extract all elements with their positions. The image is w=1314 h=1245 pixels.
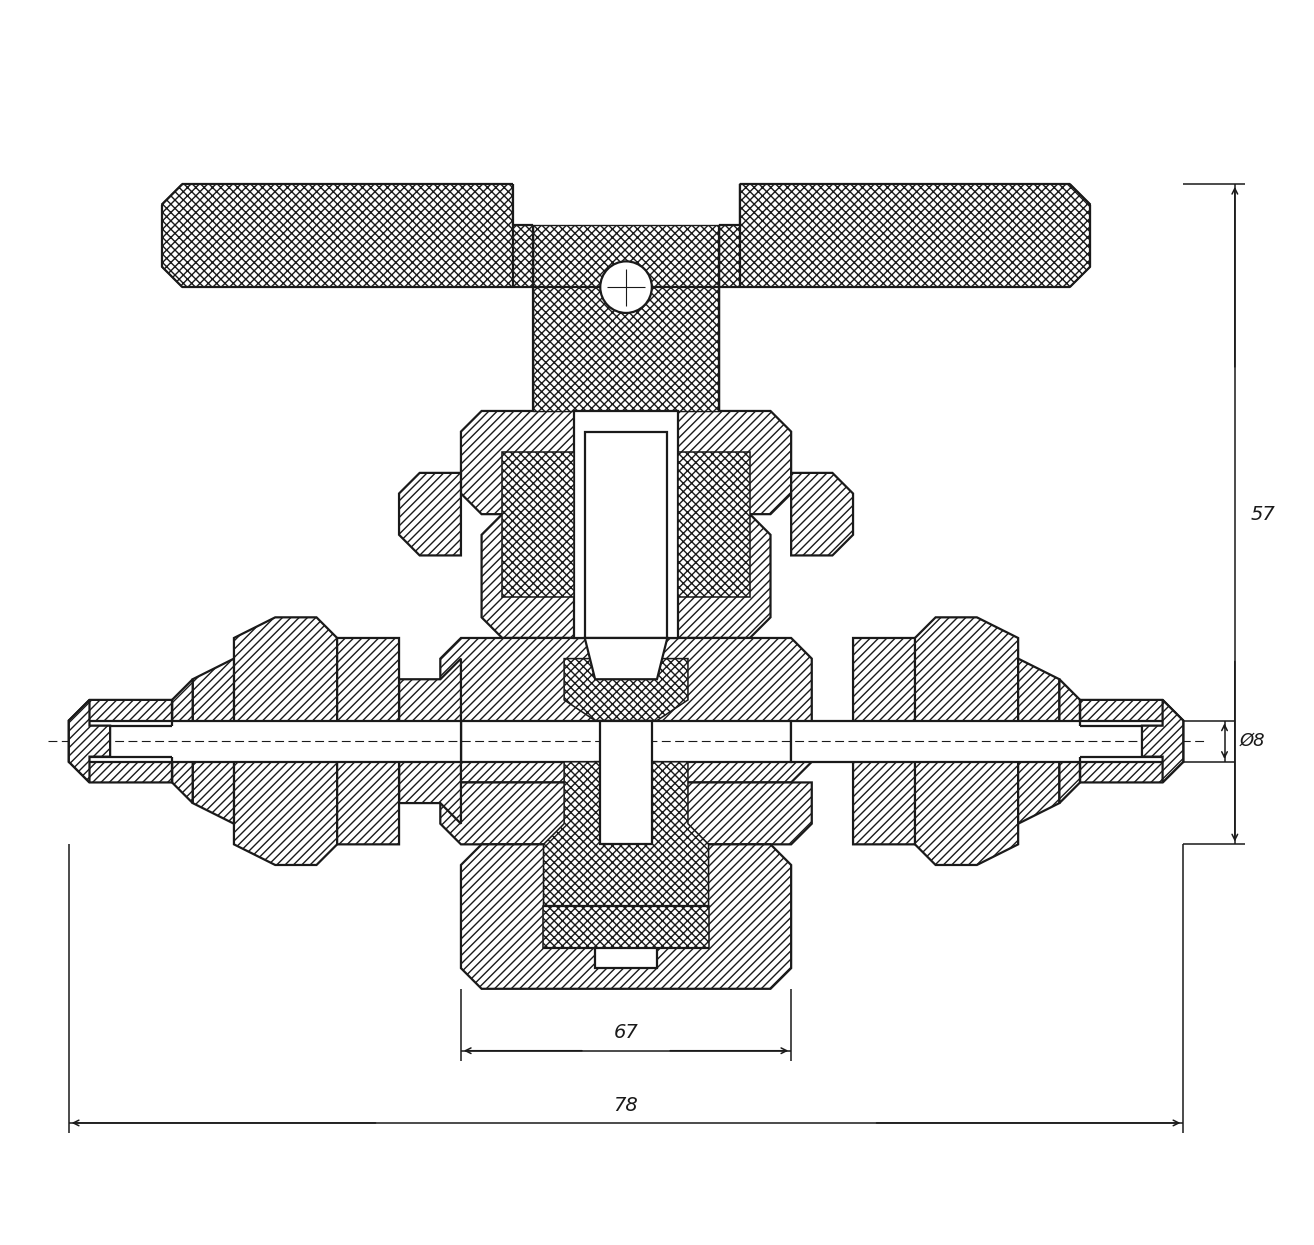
Polygon shape xyxy=(853,637,936,844)
Bar xyxy=(791,721,1183,762)
Bar xyxy=(600,721,652,844)
Polygon shape xyxy=(678,452,750,596)
Polygon shape xyxy=(399,473,461,555)
Bar xyxy=(68,721,461,762)
Polygon shape xyxy=(564,659,689,721)
Polygon shape xyxy=(68,700,172,782)
Polygon shape xyxy=(791,473,853,555)
Polygon shape xyxy=(162,184,533,288)
Polygon shape xyxy=(533,225,719,411)
Bar xyxy=(585,432,668,637)
Polygon shape xyxy=(1142,700,1183,782)
Polygon shape xyxy=(1080,700,1183,782)
Polygon shape xyxy=(234,618,338,865)
Polygon shape xyxy=(461,844,791,989)
Bar xyxy=(574,411,678,637)
Circle shape xyxy=(600,261,652,312)
Text: 67: 67 xyxy=(614,1023,639,1042)
Polygon shape xyxy=(502,452,574,596)
Polygon shape xyxy=(399,659,461,824)
Polygon shape xyxy=(172,680,193,803)
Polygon shape xyxy=(68,700,110,782)
Polygon shape xyxy=(544,762,708,906)
Text: Ø8: Ø8 xyxy=(1240,732,1265,751)
Polygon shape xyxy=(193,659,234,824)
Polygon shape xyxy=(461,411,791,514)
Text: 57: 57 xyxy=(1251,504,1275,524)
Polygon shape xyxy=(719,184,1091,288)
Polygon shape xyxy=(440,782,812,844)
Polygon shape xyxy=(585,637,668,680)
Bar xyxy=(595,762,657,969)
Polygon shape xyxy=(544,906,708,947)
Polygon shape xyxy=(440,637,812,782)
Bar xyxy=(461,721,791,762)
Polygon shape xyxy=(482,514,770,637)
Polygon shape xyxy=(1018,659,1059,824)
Polygon shape xyxy=(1059,680,1080,803)
Polygon shape xyxy=(317,637,399,844)
Text: 78: 78 xyxy=(614,1096,639,1114)
Polygon shape xyxy=(915,618,1018,865)
